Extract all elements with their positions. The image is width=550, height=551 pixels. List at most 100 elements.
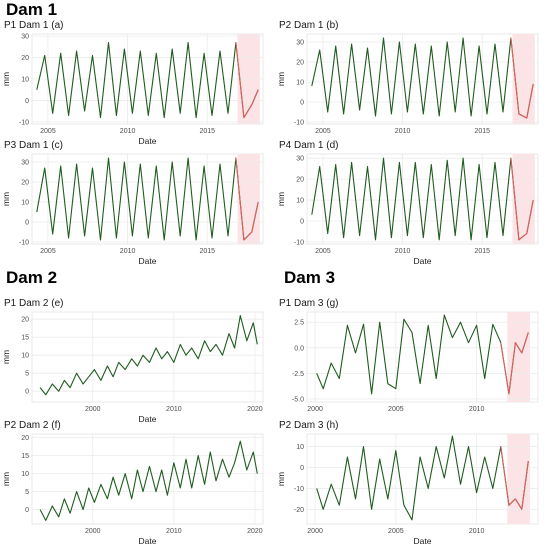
- x-axis-title: Date: [139, 414, 157, 424]
- y-tick-label: -10: [294, 120, 304, 127]
- line-chart: 0 5 10 15 20 2000 2010 2020 Date mm: [1, 433, 264, 546]
- y-tick-label: 20: [21, 55, 29, 62]
- x-tick-label: 2015: [199, 248, 215, 255]
- y-tick-label: 0: [300, 100, 304, 107]
- x-axis-title: Date: [139, 536, 157, 546]
- series-line: [39, 440, 258, 521]
- x-tick-label: 2010: [469, 406, 485, 413]
- panel-title: P2 Dam 1 (b): [279, 20, 339, 31]
- y-tick-label: 10: [21, 77, 29, 84]
- y-tick-label: -10: [19, 119, 29, 126]
- highlight-band: [512, 34, 535, 124]
- chart-panel-p3-dam-1: P3 Dam 1 (c) -10 0 10 20 30 2005 2010 2015 Date m…: [0, 140, 275, 268]
- y-tick-label: 0: [25, 98, 29, 105]
- x-tick-label: 2010: [395, 248, 411, 255]
- chart-panel-p2-dam-1: P2 Dam 1 (b) -10 0 10 20 30 2005 2010 2015 mm: [275, 20, 550, 148]
- highlight-band: [237, 154, 260, 244]
- y-tick-label: 0: [25, 507, 29, 514]
- x-tick-label: 2010: [166, 528, 182, 535]
- chart-panel-p2-dam-3: P2 Dam 3 (h) -20 -10 0 10 2000 2005 2010 Date mm: [275, 420, 550, 548]
- x-tick-label: 2010: [469, 528, 485, 535]
- y-axis-title: mm: [1, 350, 11, 364]
- highlight-line: [510, 37, 534, 119]
- y-tick-label: 5: [25, 489, 29, 496]
- y-tick-label: 10: [296, 444, 304, 451]
- x-tick-label: 2015: [474, 248, 490, 255]
- x-axis-title: Date: [414, 536, 432, 546]
- y-tick-label: 0.0: [294, 345, 304, 352]
- series-line: [311, 157, 534, 241]
- x-tick-label: 2005: [388, 406, 404, 413]
- y-axis-title: mm: [1, 472, 11, 486]
- y-tick-label: -20: [294, 507, 304, 514]
- series-line: [39, 315, 258, 396]
- x-tick-label: 2000: [85, 406, 101, 413]
- y-tick-label: 10: [21, 353, 29, 360]
- y-tick-label: 30: [21, 34, 29, 41]
- panel-title: P3 Dam 1 (c): [4, 140, 63, 151]
- y-axis-title: mm: [276, 192, 286, 206]
- x-tick-label: 2015: [474, 128, 490, 135]
- y-tick-label: 5: [25, 371, 29, 378]
- series-line: [316, 435, 529, 521]
- chart-panel-p4-dam-1: P4 Dam 1 (d) -10 0 10 20 30 2005 2010 2015 Date m…: [275, 140, 550, 268]
- plot-area: [306, 311, 539, 403]
- y-tick-label: 10: [296, 80, 304, 87]
- series-line: [311, 37, 534, 119]
- y-tick-label: 10: [296, 198, 304, 205]
- y-tick-label: 10: [21, 200, 29, 207]
- x-tick-label: 2000: [307, 406, 323, 413]
- x-tick-label: 2010: [166, 406, 182, 413]
- x-tick-label: 2010: [395, 128, 411, 135]
- highlight-line: [510, 158, 534, 241]
- x-tick-label: 2015: [199, 128, 215, 135]
- y-tick-label: 30: [296, 156, 304, 163]
- x-tick-label: 2010: [120, 248, 136, 255]
- highlight-line: [235, 42, 259, 119]
- chart-panel-p1-dam-1: P1 Dam 1 (a) -10 0 10 20 30 2005 2010 2015 Date m…: [0, 20, 275, 148]
- highlight-band: [507, 434, 530, 524]
- panel-title: P4 Dam 1 (d): [279, 140, 339, 151]
- line-chart: 0 5 10 15 20 2000 2010 2020 Date mm: [1, 311, 264, 424]
- x-tick-label: 2020: [247, 406, 263, 413]
- plot-area: [31, 433, 264, 525]
- x-axis-title: Date: [414, 256, 432, 266]
- y-tick-label: 2.5: [294, 320, 304, 327]
- y-tick-label: 0: [300, 465, 304, 472]
- x-tick-label: 2005: [40, 128, 56, 135]
- line-chart: -10 0 10 20 30 2005 2010 2015 Date mm: [276, 153, 539, 266]
- series-line: [316, 314, 529, 395]
- y-axis-title: mm: [276, 472, 286, 486]
- y-tick-label: 20: [21, 180, 29, 187]
- line-chart: -20 -10 0 10 2000 2005 2010 Date mm: [276, 433, 539, 546]
- y-tick-label: 20: [296, 177, 304, 184]
- plot-area: [31, 311, 264, 403]
- y-tick-label: 15: [21, 453, 29, 460]
- line-chart: -10 0 10 20 30 2005 2010 2015 Date mm: [1, 153, 264, 266]
- x-tick-label: 2005: [40, 248, 56, 255]
- y-tick-label: 0: [25, 389, 29, 396]
- y-tick-label: 20: [296, 60, 304, 67]
- y-tick-label: 30: [296, 40, 304, 47]
- y-tick-label: 20: [21, 317, 29, 324]
- chart-panel-p2-dam-2: P2 Dam 2 (f) 0 5 10 15 20 2000 2010 2020 Date mm: [0, 420, 275, 548]
- chart-panel-p1-dam-3: P1 Dam 3 (g) -5.0 -2.5 0.0 2.5 2000 2005 2010: [275, 298, 550, 426]
- x-tick-label: 2000: [85, 528, 101, 535]
- panel-title: P1 Dam 3 (g): [279, 298, 339, 309]
- y-tick-label: 20: [21, 435, 29, 442]
- y-tick-label: -10: [294, 486, 304, 493]
- y-axis-title: mm: [1, 72, 11, 86]
- panel-title: P1 Dam 1 (a): [4, 20, 64, 31]
- plot-area: [306, 433, 539, 525]
- line-chart: -10 0 10 20 30 2005 2010 2015 Date mm: [1, 34, 264, 146]
- panel-title: P1 Dam 2 (e): [4, 298, 64, 309]
- y-axis-title: mm: [1, 192, 11, 206]
- x-tick-label: 2010: [120, 128, 136, 135]
- x-axis-title: Date: [139, 256, 157, 266]
- panel-title: P2 Dam 3 (h): [279, 420, 339, 431]
- y-tick-label: -10: [19, 240, 29, 247]
- x-tick-label: 2005: [315, 248, 331, 255]
- x-tick-label: 2000: [307, 528, 323, 535]
- y-tick-label: 15: [21, 335, 29, 342]
- line-chart: -10 0 10 20 30 2005 2010 2015 mm: [276, 33, 539, 135]
